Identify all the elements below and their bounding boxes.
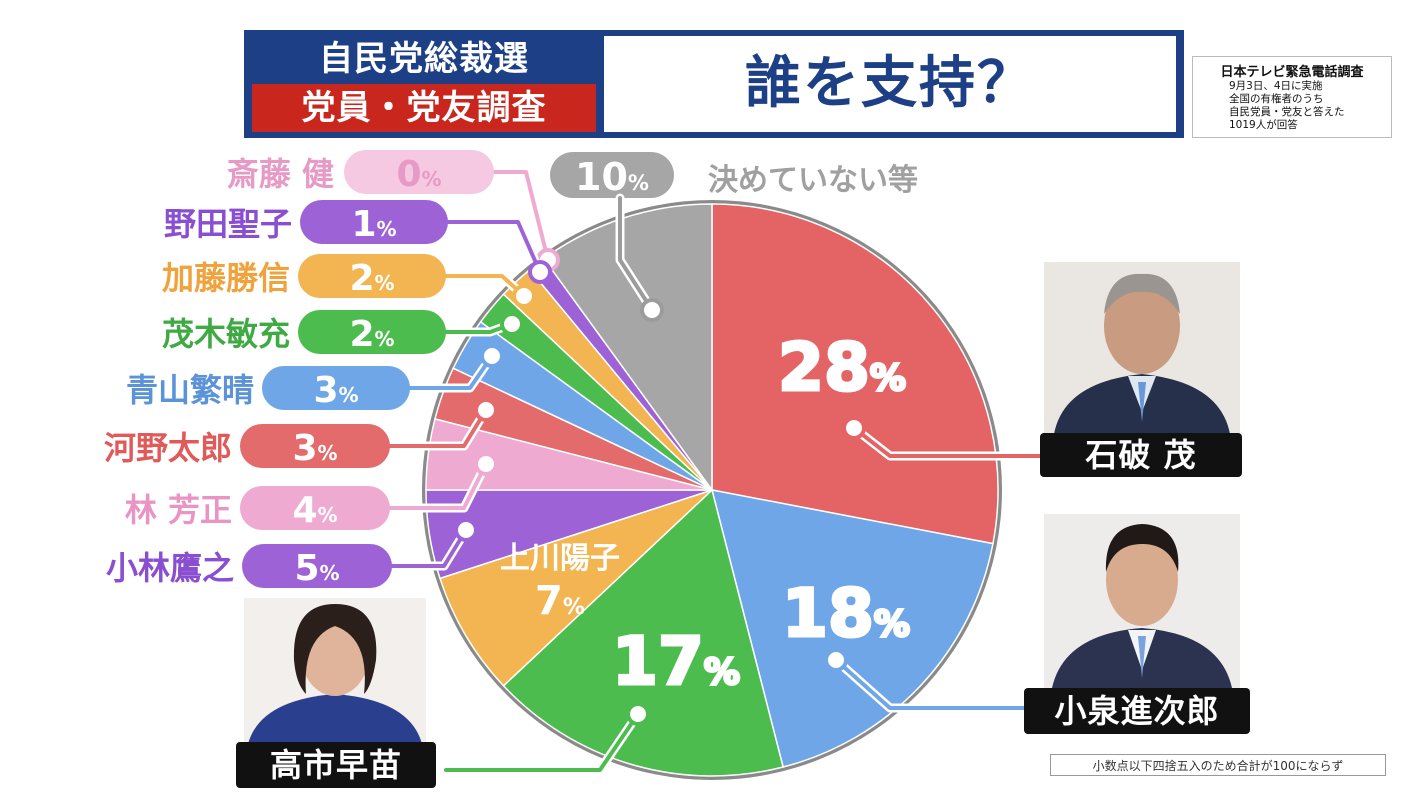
slice-label-koizumi: 18% — [782, 575, 910, 652]
candidate-name: 茂木敏充 — [162, 315, 290, 353]
pill-4 — [242, 544, 392, 588]
slice-name-kamikawa: 上川陽子 — [500, 541, 620, 576]
leader-line — [834, 658, 1028, 710]
leader-line — [442, 220, 542, 274]
pill-label: 5% — [294, 548, 339, 589]
survey-line: 全国の有権者のうち — [1229, 93, 1324, 105]
leader-dot — [474, 398, 498, 422]
title-survey-type: 党員・党友調査 — [252, 84, 596, 132]
pie-slice — [502, 488, 785, 777]
leader-line — [488, 170, 550, 262]
leader-dot — [500, 312, 524, 336]
leader-dot — [454, 518, 478, 542]
leader-dot — [640, 298, 664, 322]
pill-label: 3% — [313, 370, 358, 411]
leader-dot — [824, 648, 848, 672]
title-election: 自民党総裁選 — [252, 36, 596, 82]
pill-6 — [240, 424, 390, 468]
leader-line — [852, 426, 1042, 458]
pill-label: 0% — [396, 154, 441, 195]
leader-line-outline — [485, 167, 553, 265]
pill-label: 1% — [351, 204, 396, 245]
pill-9 — [298, 254, 446, 298]
leader-dot — [528, 260, 552, 284]
leader-dot — [474, 452, 498, 476]
pill-7 — [262, 366, 410, 410]
pill-11 — [344, 150, 494, 194]
rounding-footnote: 小数点以下四捨五入のため合計が100にならず — [1050, 754, 1386, 776]
pill-label: 2% — [349, 314, 394, 355]
survey-info-box: 日本テレビ緊急電話調査 9月3日、4日に実施 全国の有権者のうち 自民党員・党友… — [1192, 56, 1392, 138]
leader-line — [384, 408, 488, 448]
slice-label-kamikawa: 7% — [535, 578, 585, 624]
leader-dot — [626, 702, 650, 726]
pill-label: 2% — [349, 258, 394, 299]
undecided-label: 10% — [575, 155, 649, 199]
candidate-name: 青山繁晴 — [126, 371, 254, 409]
name-label-koizumi: 小泉進次郎 — [1024, 688, 1250, 734]
candidate-name: 斎藤 健 — [227, 155, 334, 193]
name-label-takaichi: 高市早苗 — [236, 742, 436, 788]
leader-line-outline — [439, 217, 545, 277]
title-question: 誰を支持？ — [604, 36, 1176, 132]
candidate-name: 加藤勝信 — [162, 259, 290, 297]
undecided-name: 決めていない等 — [708, 163, 918, 198]
pill-label: 4% — [292, 490, 337, 531]
candidate-name: 林 芳正 — [125, 491, 232, 529]
candidate-name: 小林鷹之 — [106, 549, 234, 587]
pill-5 — [240, 486, 390, 530]
pie-slice — [439, 489, 713, 687]
slice-label-ishiba: 28% — [778, 329, 906, 406]
candidate-name: 野田聖子 — [164, 205, 292, 243]
pill-10 — [300, 200, 448, 244]
leader-line — [386, 528, 468, 568]
leader-line — [404, 354, 494, 390]
portrait-takaichi — [244, 598, 426, 744]
portrait-koizumi — [1044, 514, 1240, 688]
pill-label: 3% — [292, 428, 337, 469]
leader-line — [618, 196, 654, 312]
portrait-ishiba — [1044, 262, 1240, 434]
slice-label-takaichi: 17% — [612, 623, 740, 700]
survey-line: 1019人が回答 — [1229, 119, 1298, 131]
pill-8 — [298, 310, 446, 354]
survey-line: 自民党員・党友と答えた — [1229, 106, 1345, 118]
survey-line: 9月3日、4日に実施 — [1229, 80, 1323, 92]
undecided-pill — [550, 152, 674, 198]
survey-source: 日本テレビ緊急電話調査 — [1220, 65, 1364, 80]
pie-slice — [710, 489, 994, 768]
leader-dot — [480, 344, 504, 368]
name-label-ishiba: 石破 茂 — [1040, 433, 1242, 477]
candidate-name: 河野太郎 — [104, 429, 232, 467]
leader-dot — [512, 284, 536, 308]
leader-dot — [842, 416, 866, 440]
leader-line — [384, 462, 488, 510]
leader-line — [444, 712, 640, 772]
